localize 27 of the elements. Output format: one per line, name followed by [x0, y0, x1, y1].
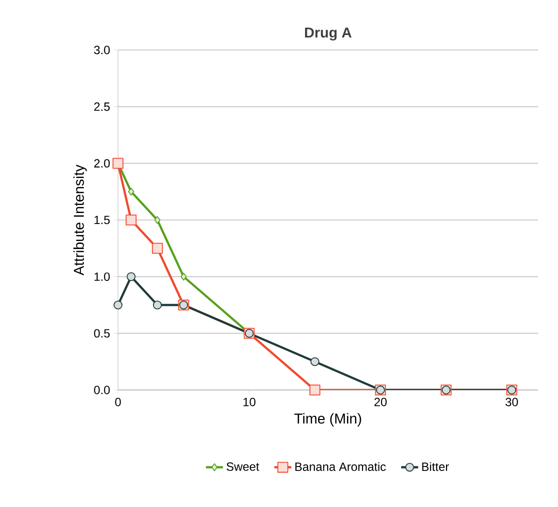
y-tick-label: 0.0: [94, 386, 110, 394]
y-tick-label: 3.0: [94, 46, 110, 54]
y-tick-label: 2.5: [94, 102, 110, 111]
legend-label: Banana Aromatic: [295, 462, 386, 471]
legend-label: Sweet: [226, 462, 260, 471]
point: [180, 272, 187, 281]
point: [126, 272, 136, 282]
x-tick-label: 20: [374, 398, 387, 406]
y-tick-label: 1.5: [94, 216, 110, 224]
legend-label: Bitter: [422, 462, 449, 471]
point: [152, 242, 163, 254]
point: [154, 216, 160, 224]
x-axis-title: Time (Min): [294, 413, 362, 426]
point: [309, 384, 320, 396]
chart-title: Drug A: [305, 28, 352, 41]
point: [126, 214, 137, 226]
y-tick-label: 1.0: [94, 272, 110, 281]
point: [128, 188, 134, 196]
x-tick-label: 10: [244, 398, 256, 406]
y-tick-label: 0.5: [94, 329, 110, 338]
x-tick-label: 0: [115, 398, 121, 406]
y-tick-label: 2.0: [94, 159, 110, 168]
point: [114, 300, 122, 310]
point: [152, 300, 162, 310]
x-tick-label: 30: [506, 398, 518, 406]
y-axis-title: Attribute Intensity: [73, 164, 87, 276]
point: [310, 357, 320, 366]
